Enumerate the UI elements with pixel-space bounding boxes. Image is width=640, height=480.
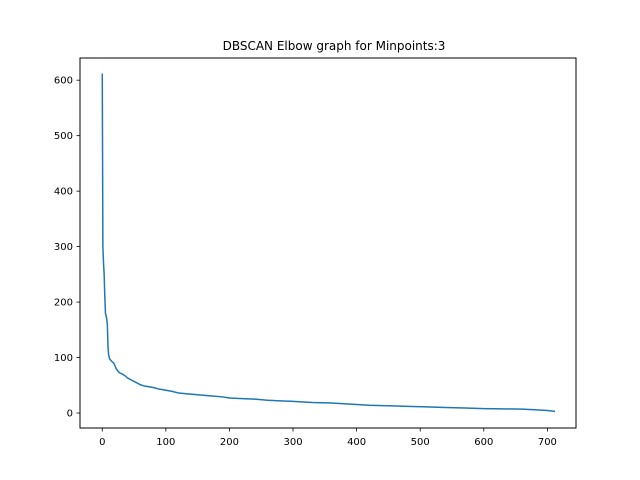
y-tick-label: 0 [67, 409, 73, 420]
x-tick-label: 600 [474, 437, 493, 448]
x-tick-label: 300 [283, 437, 302, 448]
series-line-0 [101, 73, 556, 413]
y-tick-label: 400 [54, 187, 73, 198]
x-tick-label: 200 [220, 437, 239, 448]
x-tick-label: 100 [156, 437, 175, 448]
x-tick-label: 0 [99, 437, 105, 448]
y-tick-label: 100 [54, 353, 73, 364]
y-tick-label: 300 [54, 242, 73, 253]
axes-frame [79, 57, 577, 429]
y-tick-label: 500 [54, 131, 73, 142]
y-tick-label: 200 [54, 298, 73, 309]
x-axis: 0 100 200 300 400 500 600 700 [99, 428, 557, 448]
plot-area [101, 73, 556, 413]
x-tick-label: 700 [538, 437, 557, 448]
y-tick-label: 600 [54, 76, 73, 87]
x-tick-label: 500 [411, 437, 430, 448]
x-tick-label: 400 [347, 437, 366, 448]
y-axis: 0 100 200 300 400 500 600 [54, 76, 80, 420]
chart-title: DBSCAN Elbow graph for Minpoints:3 [223, 39, 446, 53]
